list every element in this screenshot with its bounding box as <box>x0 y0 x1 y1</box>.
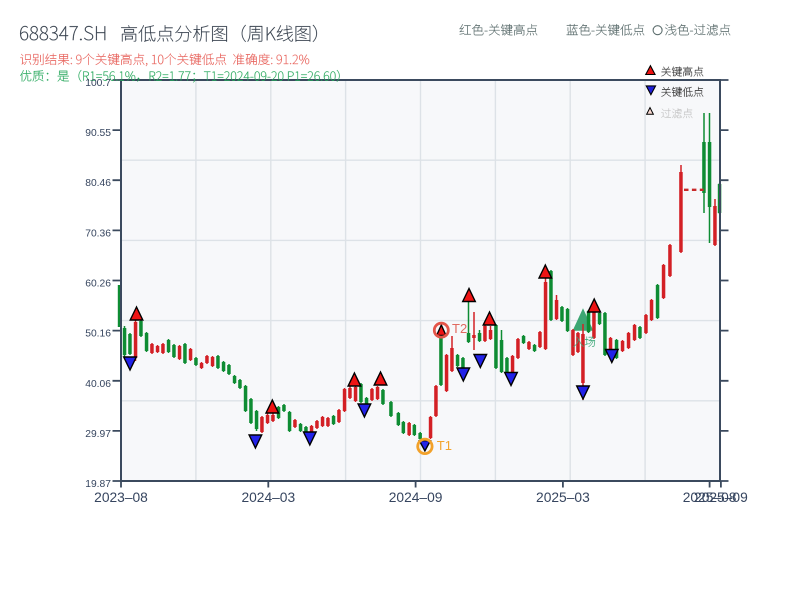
svg-text:2023–08: 2023–08 <box>94 490 148 505</box>
svg-text:T2: T2 <box>452 321 467 336</box>
svg-text:60.26: 60.26 <box>85 279 111 290</box>
svg-text:70.36: 70.36 <box>85 228 111 239</box>
svg-text:2025–08: 2025–08 <box>683 490 737 505</box>
svg-text:T1: T1 <box>437 438 452 453</box>
svg-text:80.46: 80.46 <box>85 178 111 189</box>
svg-text:2025–09: 2025–09 <box>694 490 748 505</box>
svg-text:2024–03: 2024–03 <box>241 490 295 505</box>
svg-text:19.87: 19.87 <box>85 479 111 490</box>
svg-text:2025–03: 2025–03 <box>536 490 590 505</box>
svg-text:100.7: 100.7 <box>85 78 111 89</box>
svg-text:40.06: 40.06 <box>85 379 111 390</box>
svg-text:29.97: 29.97 <box>85 429 111 440</box>
svg-text:90.55: 90.55 <box>85 128 111 139</box>
svg-text:50.16: 50.16 <box>85 329 111 340</box>
svg-text:2024–09: 2024–09 <box>389 490 443 505</box>
